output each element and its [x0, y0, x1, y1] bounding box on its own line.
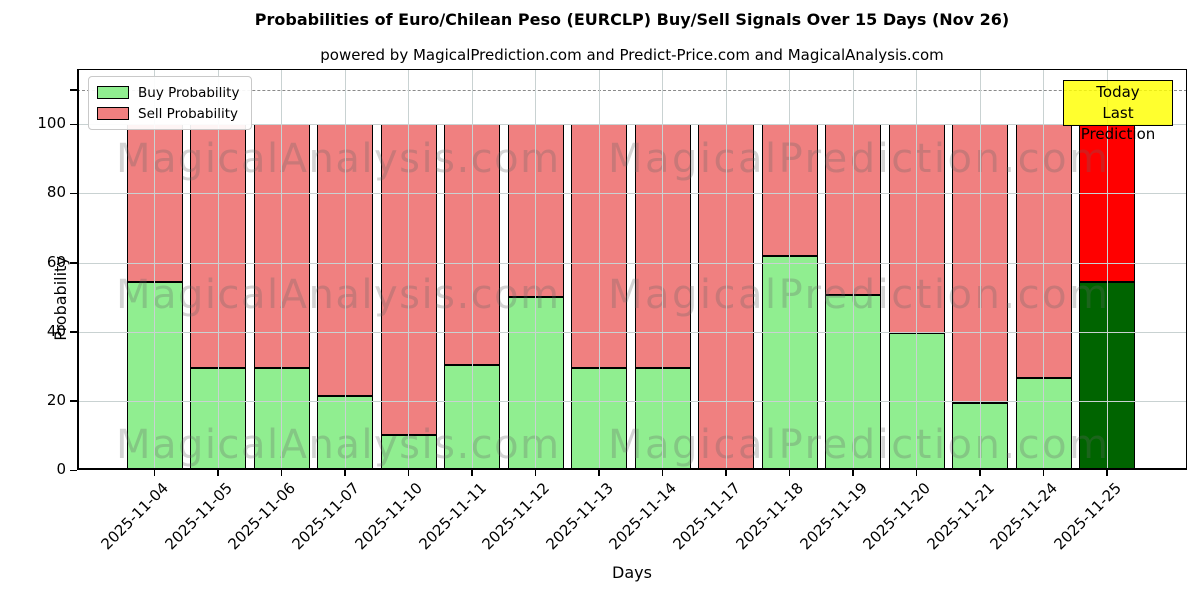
- x-tick-label: 2025-11-13: [542, 479, 617, 554]
- legend-item-buy: Buy Probability: [97, 82, 239, 103]
- chart-subtitle: powered by MagicalPrediction.com and Pre…: [320, 46, 944, 64]
- x-tick-label: 2025-11-10: [351, 479, 427, 554]
- grid-line-horizontal: [77, 262, 1187, 264]
- axis-spine-left: [77, 69, 79, 470]
- x-axis-tick: [1042, 470, 1045, 476]
- x-axis-tick: [979, 470, 981, 476]
- grid-line-horizontal: [77, 331, 1187, 333]
- grid-line-horizontal: [77, 124, 1187, 126]
- x-tick-label: 2025-11-18: [732, 479, 808, 554]
- grid-line-vertical: [916, 69, 917, 470]
- grid-line-vertical: [408, 69, 409, 470]
- y-tick-label: 20: [46, 390, 66, 409]
- grid-line-vertical: [1043, 69, 1044, 470]
- x-tick-label: 2025-11-07: [288, 479, 363, 554]
- grid-line-vertical: [471, 69, 473, 470]
- today-annotation: Today Last Prediction: [1063, 80, 1173, 143]
- y-axis-tick: [70, 123, 77, 126]
- grid-line-vertical: [725, 69, 727, 470]
- y-axis-tick: [70, 192, 77, 195]
- grid-line-vertical: [662, 69, 663, 470]
- grid-line-horizontal: [77, 400, 1187, 402]
- x-axis-tick: [217, 470, 219, 476]
- x-tick-label: 2025-11-25: [1050, 479, 1125, 554]
- x-axis-tick: [471, 470, 473, 476]
- grid-line-vertical: [1106, 69, 1108, 470]
- y-tick-label: 0: [56, 460, 66, 478]
- y-tick-label: 100: [37, 114, 66, 133]
- x-axis-tick: [852, 470, 854, 476]
- y-tick-label: 80: [46, 183, 66, 202]
- grid-line-vertical: [598, 69, 600, 470]
- chart-title: Probabilities of Euro/Chilean Peso (EURC…: [254, 10, 1010, 29]
- grid-line-vertical: [979, 69, 981, 470]
- x-tick-label: 2025-11-11: [415, 479, 490, 554]
- x-tick-label: 2025-11-19: [796, 479, 871, 554]
- x-axis-tick: [598, 470, 600, 476]
- grid-line-vertical: [535, 69, 536, 470]
- x-axis-tick: [534, 470, 537, 476]
- axis-spine-bottom: [77, 468, 1187, 470]
- legend: Buy Probability Sell Probability: [88, 76, 253, 130]
- grid-line-vertical: [281, 69, 282, 470]
- x-axis-tick: [661, 470, 664, 476]
- grid-line-vertical: [852, 69, 854, 470]
- y-axis-tick-dashed: [70, 89, 77, 91]
- sell-color-swatch: [97, 107, 129, 120]
- y-axis-tick: [70, 469, 77, 471]
- dashed-threshold-line: [77, 89, 1187, 91]
- x-axis-tick: [153, 470, 156, 476]
- watermark-text: MagicalPrediction.com: [608, 272, 1111, 318]
- x-tick-label: 2025-11-05: [161, 479, 236, 554]
- x-axis-tick: [915, 470, 918, 476]
- y-axis-tick: [70, 262, 77, 264]
- grid-line-horizontal: [77, 193, 1187, 195]
- axis-spine-right: [1185, 69, 1187, 470]
- x-tick-label: 2025-11-17: [669, 479, 744, 554]
- x-axis-tick: [788, 470, 791, 476]
- x-axis-label: Days: [612, 563, 652, 582]
- buy-color-swatch: [97, 86, 129, 99]
- x-axis-tick: [725, 470, 727, 476]
- y-axis-tick: [70, 331, 77, 333]
- x-tick-label: 2025-11-12: [478, 479, 554, 554]
- plot-area: [77, 69, 1187, 470]
- x-axis-tick: [1106, 470, 1108, 476]
- x-axis-tick: [407, 470, 410, 476]
- today-annotation-line1: Today: [1096, 83, 1140, 101]
- grid-line-vertical: [154, 69, 155, 470]
- x-tick-label: 2025-11-06: [224, 479, 300, 554]
- today-annotation-line2: Last Prediction: [1080, 104, 1156, 143]
- x-tick-label: 2025-11-21: [923, 479, 998, 554]
- axis-spine-top: [77, 69, 1187, 71]
- x-axis-tick: [280, 470, 283, 476]
- watermark-text: MagicalAnalysis.com: [116, 136, 561, 182]
- x-tick-label: 2025-11-20: [859, 479, 935, 554]
- x-axis-tick: [344, 470, 346, 476]
- x-tick-label: 2025-11-24: [986, 479, 1062, 554]
- y-tick-label: 60: [46, 252, 66, 271]
- watermark-text: MagicalPrediction.com: [608, 422, 1111, 468]
- legend-item-sell: Sell Probability: [97, 103, 239, 124]
- grid-line-vertical: [344, 69, 346, 470]
- x-tick-label: 2025-11-14: [605, 479, 681, 554]
- x-tick-label: 2025-11-04: [97, 479, 173, 554]
- grid-line-vertical: [217, 69, 219, 470]
- watermark-text: MagicalAnalysis.com: [116, 272, 561, 318]
- watermark-text: MagicalPrediction.com: [608, 136, 1111, 182]
- y-tick-label: 40: [46, 321, 66, 340]
- legend-label-sell: Sell Probability: [138, 105, 239, 122]
- grid-line-vertical: [789, 69, 790, 470]
- legend-label-buy: Buy Probability: [138, 84, 240, 101]
- watermark-text: MagicalAnalysis.com: [116, 422, 561, 468]
- y-axis-tick: [70, 400, 77, 402]
